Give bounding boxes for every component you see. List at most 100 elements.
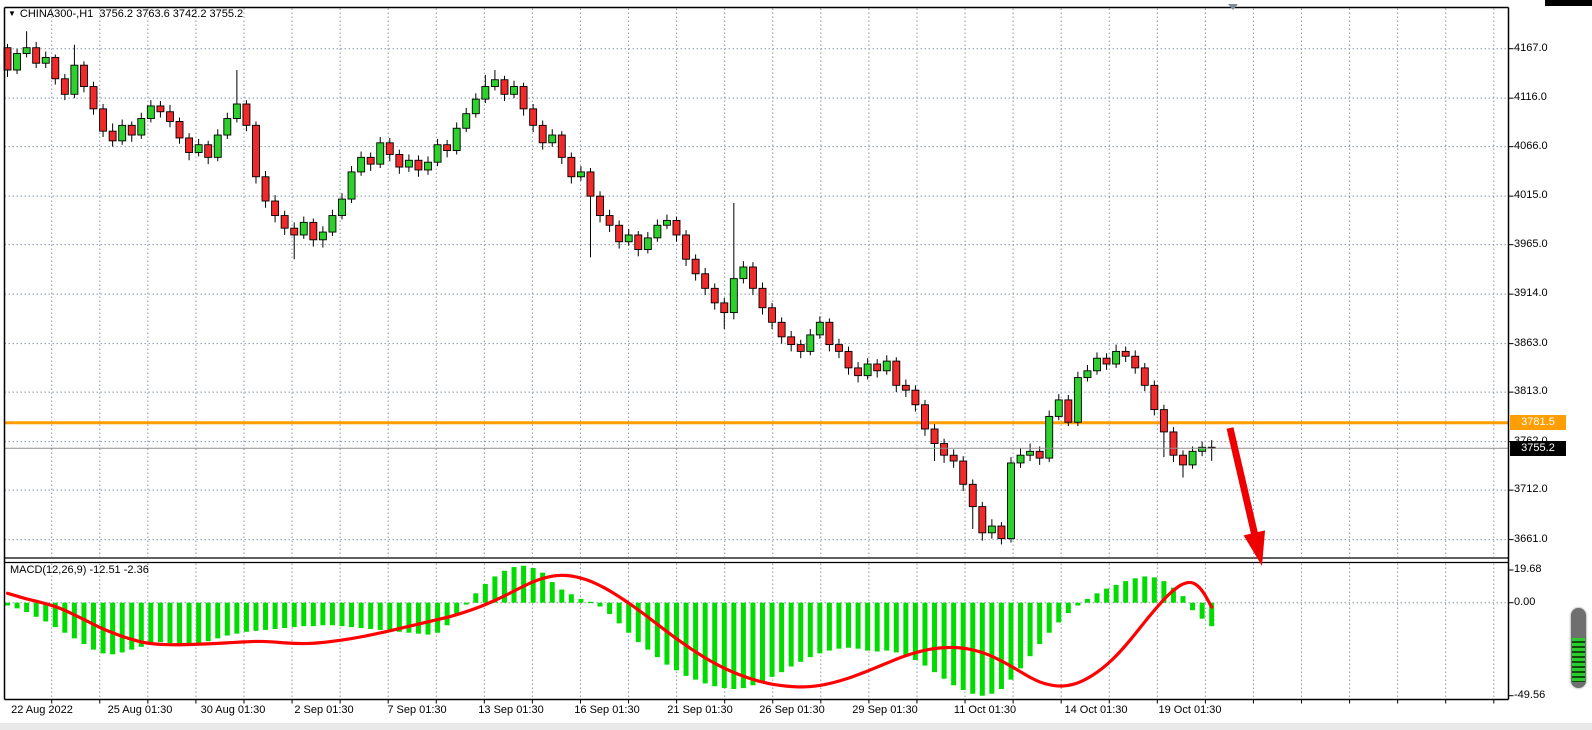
macd-histogram-bar [1209, 602, 1215, 627]
macd-histogram-bar [473, 593, 479, 603]
candle-body [156, 105, 165, 113]
macd-histogram-bar [52, 602, 58, 628]
macd-histogram-bar [272, 602, 278, 629]
macd-histogram-bar [760, 602, 766, 682]
macd-histogram-bar [1104, 588, 1110, 603]
candle-body [548, 134, 557, 144]
macd-histogram-bar [989, 602, 995, 694]
macd-histogram-bar [119, 602, 125, 653]
candle-body [213, 134, 222, 158]
macd-histogram-bar [807, 602, 813, 658]
macd-histogram-bar [482, 583, 488, 603]
macd-histogram-bar [1056, 602, 1062, 623]
macd-indicator-label-row: MACD(12,26,9) -12.51 -2.36 [10, 564, 149, 576]
macd-histogram-bar [788, 602, 794, 667]
candle-body [529, 108, 538, 126]
macd-histogram-bar [664, 602, 670, 665]
scroll-indicator[interactable] [1571, 608, 1586, 688]
candle-body [318, 231, 327, 241]
macd-histogram-bar [444, 602, 450, 626]
candle-body [978, 506, 987, 534]
candle-body [968, 483, 977, 508]
window-corner-bar [1545, 0, 1592, 6]
macd-histogram-bar [587, 601, 593, 604]
macd-histogram-bar [1132, 578, 1138, 603]
candle-body [815, 321, 824, 336]
macd-histogram-bar [798, 602, 804, 662]
macd-histogram-bar [779, 602, 785, 673]
candle-body [997, 525, 1006, 540]
time-axis-label: 16 Sep 01:30 [574, 704, 640, 716]
time-axis-label: 11 Oct 01:30 [953, 704, 1017, 716]
candle-body [586, 171, 595, 197]
macd-histogram-bar [320, 602, 326, 626]
candle-body [89, 86, 98, 110]
candle-body [99, 108, 108, 132]
candle-body [729, 278, 738, 314]
macd-histogram-bar [71, 602, 77, 639]
symbol-dropdown-icon[interactable]: ▼ [8, 9, 16, 18]
price-axis-label: 3813.0 [1514, 385, 1548, 398]
macd-histogram-bar [157, 602, 163, 643]
candle-body [1169, 431, 1178, 456]
candle-body [510, 86, 518, 95]
macd-histogram-bar [234, 602, 240, 634]
macd-histogram-bar [186, 602, 192, 646]
price-axis-label: 4116.0 [1514, 91, 1547, 104]
candle-body [32, 47, 41, 64]
candle-body [481, 86, 490, 100]
candle-body [185, 137, 194, 153]
macd-histogram-bar [454, 602, 460, 614]
candle-body [232, 103, 241, 119]
candle-body [1140, 367, 1149, 386]
macd-histogram-bar [951, 602, 957, 686]
macd-histogram-bar [138, 602, 144, 647]
chart-shift-marker-icon[interactable] [1228, 4, 1238, 10]
macd-histogram-bar [874, 602, 880, 652]
candle-body [1035, 450, 1044, 459]
time-axis-label: 21 Sep 01:30 [667, 704, 733, 716]
macd-histogram-bar [750, 602, 756, 686]
macd-histogram-bar [368, 602, 374, 629]
candle-body [385, 142, 394, 155]
macd-histogram-bar [492, 576, 498, 603]
candle-body [1064, 399, 1073, 423]
candle-body [557, 134, 566, 158]
macd-histogram-bar [91, 602, 97, 650]
candle-body [987, 525, 996, 534]
macd-histogram-bar [998, 602, 1004, 690]
macd-histogram-bar [167, 602, 173, 644]
candle-body [1093, 357, 1101, 372]
annotation-arrow-shaft[interactable] [1226, 427, 1260, 540]
candle-body [1073, 377, 1082, 423]
macd-histogram-bar [396, 602, 402, 632]
candle-body [691, 258, 700, 275]
macd-histogram-bar [291, 602, 297, 628]
candle-body [357, 156, 366, 173]
candle-body [596, 195, 604, 217]
candle-body [1121, 350, 1130, 357]
macd-histogram-bar [912, 602, 918, 660]
candle-body [127, 124, 136, 136]
macd-histogram-bar [377, 602, 383, 630]
candle-body [519, 86, 528, 110]
macd-histogram-bar [310, 602, 316, 627]
scroll-indicator-stripes [1572, 638, 1585, 682]
candle-body [634, 234, 643, 250]
symbol-name: CHINA300-,H1 [19, 8, 94, 20]
candle-body [1102, 357, 1111, 365]
candle-body [777, 321, 786, 338]
macd-histogram-bar [33, 602, 39, 617]
price-axis-label: 3863.0 [1514, 336, 1548, 349]
candle-body [1045, 415, 1054, 459]
macd-histogram-bar [110, 602, 116, 655]
macd-histogram-bar [922, 602, 928, 666]
macd-histogram-bar [645, 602, 651, 650]
candle-body [643, 237, 652, 250]
annotation-arrow-head[interactable] [1243, 530, 1266, 566]
price-axis-label: 3712.0 [1514, 483, 1548, 496]
candle-body [490, 79, 499, 87]
candle-body [376, 142, 385, 165]
candle-body [538, 124, 547, 144]
